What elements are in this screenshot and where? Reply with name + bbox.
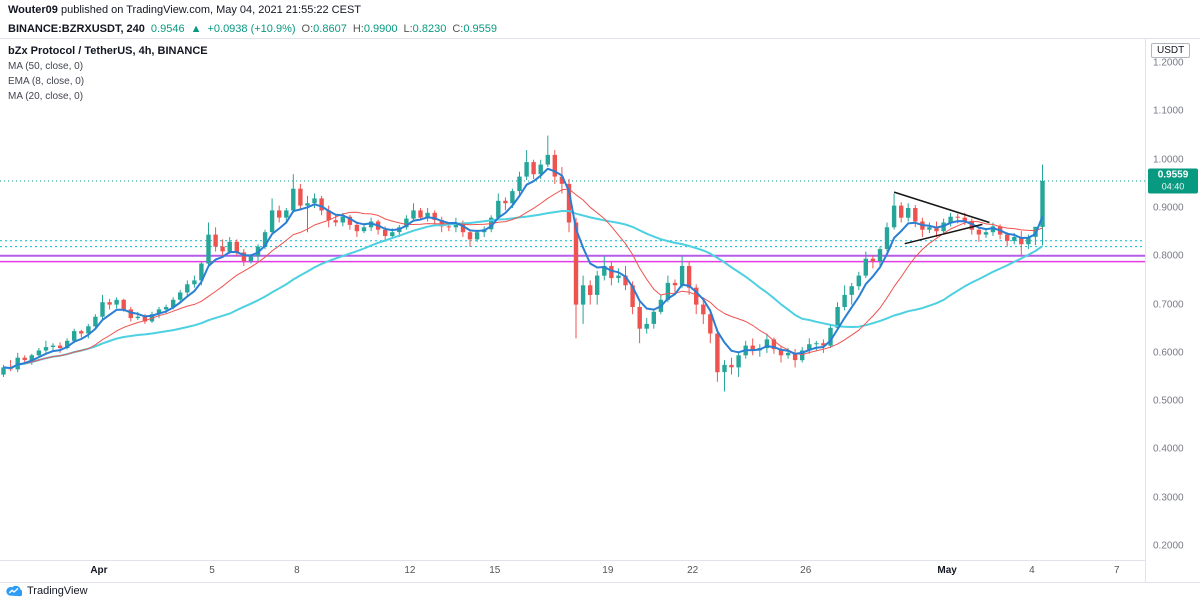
open-value: 0.8607 <box>313 23 347 35</box>
footer-bar: TradingView <box>0 582 1200 598</box>
chart-main: bZx Protocol / TetherUS, 4h, BINANCE MA … <box>0 38 1200 582</box>
symbol-title: BINANCE:BZRXUSDT, 240 <box>8 23 145 35</box>
price-change: +0.0938 (+10.9%) <box>207 23 296 35</box>
time-tick-label: May <box>937 565 957 576</box>
publish-bar: Wouter09 published on TradingView.com, M… <box>0 0 1200 20</box>
price-tick-label: 0.3000 <box>1153 492 1184 504</box>
price-tick-label: 1.1000 <box>1153 105 1184 117</box>
last-price-badge: 0.9559 04:40 <box>1148 168 1198 194</box>
time-tick-label: 22 <box>687 565 699 576</box>
close-field: C:0.9559 <box>452 23 497 35</box>
price-tick-label: 0.8000 <box>1153 250 1184 262</box>
high-field: H:0.9900 <box>353 23 398 35</box>
time-tick-label: 15 <box>489 565 501 576</box>
currency-unit-badge: USDT <box>1151 43 1191 58</box>
trendline[interactable] <box>904 223 983 245</box>
price-up-arrow-icon: ▲ <box>190 23 202 35</box>
ma20-line[interactable] <box>3 188 1043 369</box>
price-tick-label: 0.7000 <box>1153 299 1184 311</box>
price-tick-label: 0.9000 <box>1153 202 1184 214</box>
legend-ma20[interactable]: MA (20, close, 0) <box>8 91 84 102</box>
tradingview-brand-text[interactable]: TradingView <box>27 584 88 597</box>
time-tick-label: 8 <box>294 565 300 576</box>
close-value: 0.9559 <box>463 23 497 35</box>
high-label: H: <box>352 23 364 35</box>
tradingview-logo-icon[interactable] <box>6 585 22 597</box>
time-tick-label: Apr <box>90 565 108 576</box>
open-field: O:0.8607 <box>302 23 347 35</box>
open-label: O: <box>301 23 314 35</box>
bar-countdown: 04:40 <box>1161 181 1185 192</box>
symbol-bar: BINANCE:BZRXUSDT, 240 0.9546 ▲ +0.0938 (… <box>0 20 1200 38</box>
ema8-line[interactable] <box>3 167 1044 369</box>
price-axis[interactable]: USDT 1.2000 1.1000 1.0000 0.9000 0.8000 0.700… <box>1145 39 1200 582</box>
high-value: 0.9900 <box>363 23 398 35</box>
publish-text: published on TradingView.com, May 04, 20… <box>57 4 362 16</box>
ma50-line[interactable] <box>3 210 1044 370</box>
price-tick-label: 0.6000 <box>1153 347 1184 359</box>
legend-symbol-title[interactable]: bZx Protocol / TetherUS, 4h, BINANCE <box>8 45 208 57</box>
price-tick-label: 1.0000 <box>1153 154 1184 166</box>
chart-legend: bZx Protocol / TetherUS, 4h, BINANCE MA … <box>8 44 208 104</box>
price-tick-label: 0.5000 <box>1153 395 1184 407</box>
candlestick-chart[interactable] <box>0 39 1145 561</box>
time-tick-label: 5 <box>209 565 215 576</box>
time-tick-label: 12 <box>404 565 416 576</box>
price-tick-label: 0.2000 <box>1153 540 1184 552</box>
last-price-badge-value: 0.9559 <box>1157 169 1189 181</box>
last-price: 0.9546 <box>150 23 185 35</box>
close-label: C: <box>452 23 464 35</box>
time-tick-label: 7 <box>1113 565 1120 576</box>
time-tick-label: 19 <box>602 565 614 576</box>
legend-ma50[interactable]: MA (50, close, 0) <box>8 61 84 72</box>
price-tick-label: 1.2000 <box>1153 57 1184 69</box>
author-name: Wouter09 <box>8 4 58 16</box>
price-tick-label: 0.4000 <box>1153 443 1184 455</box>
time-axis[interactable]: Apr 5 8 12 15 19 22 26 May 4 7 <box>0 560 1145 582</box>
time-tick-label: 26 <box>800 565 812 576</box>
time-tick-label: 4 <box>1029 565 1035 576</box>
trendline[interactable] <box>893 191 990 224</box>
legend-ema8[interactable]: EMA (8, close, 0) <box>8 76 85 87</box>
low-label: L: <box>403 23 413 35</box>
low-value: 0.8230 <box>412 23 447 35</box>
low-field: L:0.8230 <box>403 23 446 35</box>
chart-plot-area[interactable]: bZx Protocol / TetherUS, 4h, BINANCE MA … <box>0 39 1145 582</box>
